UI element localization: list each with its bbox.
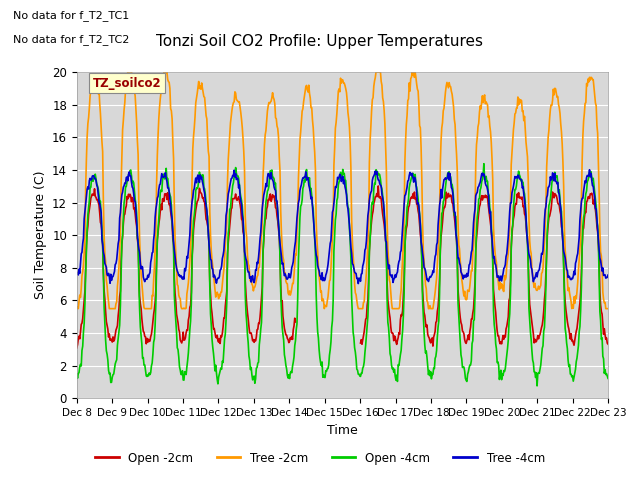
Line: Tree -4cm: Tree -4cm xyxy=(77,170,608,284)
Tree -2cm xyxy=(124,69,132,75)
Line: Tree -2cm: Tree -2cm xyxy=(77,72,608,309)
Open -2cm xyxy=(220,324,227,330)
Tree -2cm xyxy=(73,306,81,312)
Legend: Open -2cm, Tree -2cm, Open -4cm, Tree -4cm: Open -2cm, Tree -2cm, Open -4cm, Tree -4… xyxy=(90,447,550,469)
Tree -2cm xyxy=(408,74,415,80)
Tree -4cm xyxy=(604,272,612,278)
Open -2cm xyxy=(408,194,415,200)
Open -2cm xyxy=(137,305,145,311)
Open -4cm xyxy=(83,247,90,252)
Text: No data for f_T2_TC2: No data for f_T2_TC2 xyxy=(13,34,129,45)
Open -2cm xyxy=(83,242,90,248)
Open -4cm xyxy=(191,204,199,210)
Tree -4cm xyxy=(586,167,593,173)
Tree -2cm xyxy=(192,100,200,106)
Tree -2cm xyxy=(604,306,612,312)
Open -4cm xyxy=(422,348,430,354)
Tree -4cm xyxy=(73,269,81,275)
Y-axis label: Soil Temperature (C): Soil Temperature (C) xyxy=(33,171,47,300)
Open -2cm xyxy=(423,322,431,328)
Open -4cm xyxy=(533,383,541,389)
X-axis label: Time: Time xyxy=(327,424,358,437)
Tree -4cm xyxy=(191,180,199,185)
Tree -2cm xyxy=(220,267,228,273)
Text: TZ_soilco2: TZ_soilco2 xyxy=(93,77,161,90)
Tree -4cm xyxy=(355,281,362,287)
Open -2cm xyxy=(73,345,81,351)
Tree -4cm xyxy=(83,193,90,199)
Tree -4cm xyxy=(423,277,431,283)
Open -4cm xyxy=(604,375,612,381)
Text: No data for f_T2_TC1: No data for f_T2_TC1 xyxy=(13,10,129,21)
Tree -4cm xyxy=(137,266,145,272)
Open -4cm xyxy=(480,161,488,167)
Open -2cm xyxy=(604,341,612,347)
Open -4cm xyxy=(407,178,415,184)
Open -4cm xyxy=(220,360,227,365)
Line: Open -2cm: Open -2cm xyxy=(77,186,608,348)
Tree -4cm xyxy=(408,173,415,179)
Tree -2cm xyxy=(83,156,90,162)
Tree -4cm xyxy=(220,252,227,258)
Tree -2cm xyxy=(423,298,431,304)
Open -4cm xyxy=(137,333,145,338)
Open -4cm xyxy=(73,371,81,377)
Open -2cm xyxy=(191,213,199,219)
Text: Tonzi Soil CO2 Profile: Upper Temperatures: Tonzi Soil CO2 Profile: Upper Temperatur… xyxy=(157,34,483,48)
Tree -2cm xyxy=(138,280,146,286)
Line: Open -4cm: Open -4cm xyxy=(77,164,608,386)
